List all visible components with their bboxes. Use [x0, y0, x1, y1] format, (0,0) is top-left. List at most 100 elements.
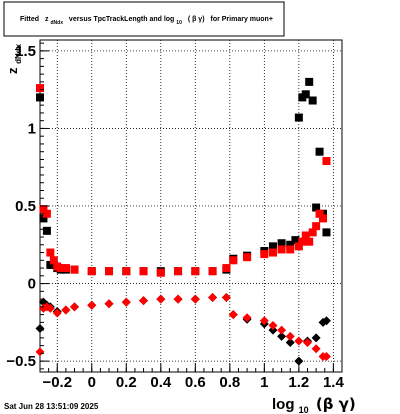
data-point — [190, 294, 200, 304]
x-tick-label: 1.4 — [323, 374, 345, 391]
data-series — [35, 77, 331, 366]
svg-text:log 10 (β γ): log 10 (β γ) — [272, 395, 356, 414]
data-point — [56, 264, 65, 273]
data-point — [208, 293, 218, 303]
data-point — [104, 299, 114, 309]
data-point — [315, 147, 324, 156]
data-point — [305, 237, 314, 246]
data-point — [294, 242, 303, 251]
data-point — [301, 231, 310, 240]
data-point — [242, 313, 252, 323]
title-frame — [3, 1, 285, 37]
data-point — [286, 245, 295, 254]
data-point — [285, 338, 295, 348]
data-point — [49, 256, 58, 265]
data-point — [305, 77, 314, 86]
x-tick-label: −0.2 — [42, 374, 72, 391]
data-point — [308, 96, 317, 105]
chart-title-box: Fitted z dNdx versus TpcTrackLength and … — [3, 1, 285, 37]
data-point — [87, 300, 97, 310]
data-point — [156, 268, 165, 277]
y-tick-label: −0.5 — [6, 353, 36, 370]
data-point — [294, 356, 304, 366]
data-point — [298, 237, 307, 246]
data-point — [122, 267, 131, 276]
data-point — [139, 296, 149, 306]
data-point — [294, 113, 303, 122]
x-tick-label: 0.4 — [150, 374, 172, 391]
data-point — [42, 209, 51, 218]
data-point — [277, 239, 286, 248]
data-point — [322, 157, 331, 166]
data-point — [70, 302, 80, 312]
data-point — [36, 84, 44, 93]
data-point — [39, 214, 48, 223]
data-point — [268, 242, 277, 251]
svg-text:z dNdx: z dNdx — [5, 43, 23, 74]
data-point — [191, 267, 200, 276]
axes: −0.2 0 0.2 0.4 0.6 0.8 1 1.2 1.4 −0.5 0 0.5 1 1.5 — [6, 42, 345, 391]
data-point — [35, 324, 45, 334]
data-point — [302, 338, 312, 348]
data-point — [39, 205, 48, 214]
data-point — [229, 256, 238, 265]
data-point — [277, 325, 287, 335]
data-point — [277, 245, 286, 254]
data-point — [311, 344, 321, 354]
series-2 — [36, 84, 331, 277]
data-point — [268, 248, 277, 257]
data-point — [87, 267, 96, 276]
data-point — [42, 226, 51, 235]
x-tick-label: 0.2 — [116, 374, 137, 391]
data-point — [208, 267, 217, 276]
data-point — [221, 293, 231, 303]
date-stamp: Sat Jun 28 13:51:09 2025 — [4, 402, 99, 411]
x-tick-label: 1.2 — [288, 374, 309, 391]
data-point — [268, 325, 278, 335]
data-point — [308, 228, 317, 237]
data-point — [319, 214, 328, 223]
data-point — [286, 240, 295, 249]
y-tick-label: 1 — [28, 120, 36, 137]
data-point — [156, 294, 166, 304]
y-tick-label: 0.5 — [15, 198, 36, 215]
chart-title: Fitted z dNdx versus TpcTrackLength and … — [20, 16, 273, 26]
data-point — [173, 294, 183, 304]
data-point — [52, 308, 62, 318]
data-point — [105, 267, 114, 276]
data-point — [46, 248, 55, 257]
data-point — [243, 253, 252, 262]
data-point — [45, 303, 55, 313]
x-tick-label: 1 — [260, 374, 268, 391]
y-tick-label: 0 — [28, 276, 36, 293]
data-point — [268, 320, 278, 330]
data-point — [312, 222, 321, 231]
data-point — [35, 347, 45, 357]
data-point — [315, 209, 324, 218]
data-point — [301, 90, 310, 99]
data-point — [285, 331, 295, 341]
data-point — [291, 236, 300, 245]
data-point — [222, 264, 231, 273]
x-tick-label: 0.6 — [185, 374, 206, 391]
data-point — [174, 267, 183, 276]
series-4 — [35, 293, 331, 361]
y-axis-title: z dNdx — [5, 43, 23, 74]
data-point — [61, 264, 70, 273]
x-tick-label: 0 — [88, 374, 96, 391]
x-axis-title: log 10 (β γ) — [272, 395, 356, 414]
x-tick-label: 0.8 — [219, 374, 240, 391]
data-point — [228, 310, 238, 320]
data-point — [260, 250, 269, 259]
data-point — [61, 305, 71, 315]
data-point — [311, 333, 321, 343]
data-point — [294, 336, 304, 346]
data-point — [277, 331, 287, 341]
data-point — [139, 267, 148, 276]
data-point — [259, 316, 269, 326]
data-point — [321, 351, 331, 361]
data-point — [70, 265, 79, 274]
y-tick-label: 1.5 — [15, 43, 36, 60]
data-point — [322, 228, 331, 237]
